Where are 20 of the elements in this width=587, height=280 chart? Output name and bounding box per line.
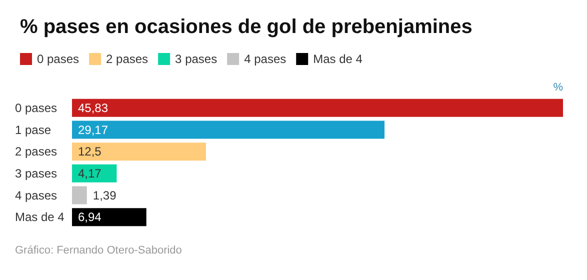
x-axis-title: % xyxy=(553,82,564,94)
legend-label: 2 pases xyxy=(106,52,148,66)
data-label: 4,17 xyxy=(78,166,102,180)
y-tick-label: 2 pases xyxy=(15,144,58,159)
legend-label: 4 pases xyxy=(244,52,286,66)
legend-label: Mas de 4 xyxy=(313,52,363,66)
data-label: 45,83 xyxy=(78,100,108,115)
chart-title: % pases en ocasiones de gol de prebenjamines xyxy=(20,16,472,38)
legend-label: 0 pases xyxy=(37,52,80,66)
y-tick-label: 1 pase xyxy=(15,122,52,137)
y-tick-label: 4 pases xyxy=(15,188,58,202)
data-label: 29,17 xyxy=(78,122,108,137)
data-label: 1,39 xyxy=(92,188,117,202)
y-tick-label: 3 pases xyxy=(15,166,58,180)
y-tick-label: Mas de 4 xyxy=(15,210,65,224)
legend-label: 3 pases xyxy=(175,52,218,66)
data-label: 12,5 xyxy=(78,144,102,159)
y-tick-label: 0 pases xyxy=(15,100,58,115)
data-label: 6,94 xyxy=(78,210,102,224)
text: Gráfico: Fernando Otero-Saborido xyxy=(15,244,182,256)
